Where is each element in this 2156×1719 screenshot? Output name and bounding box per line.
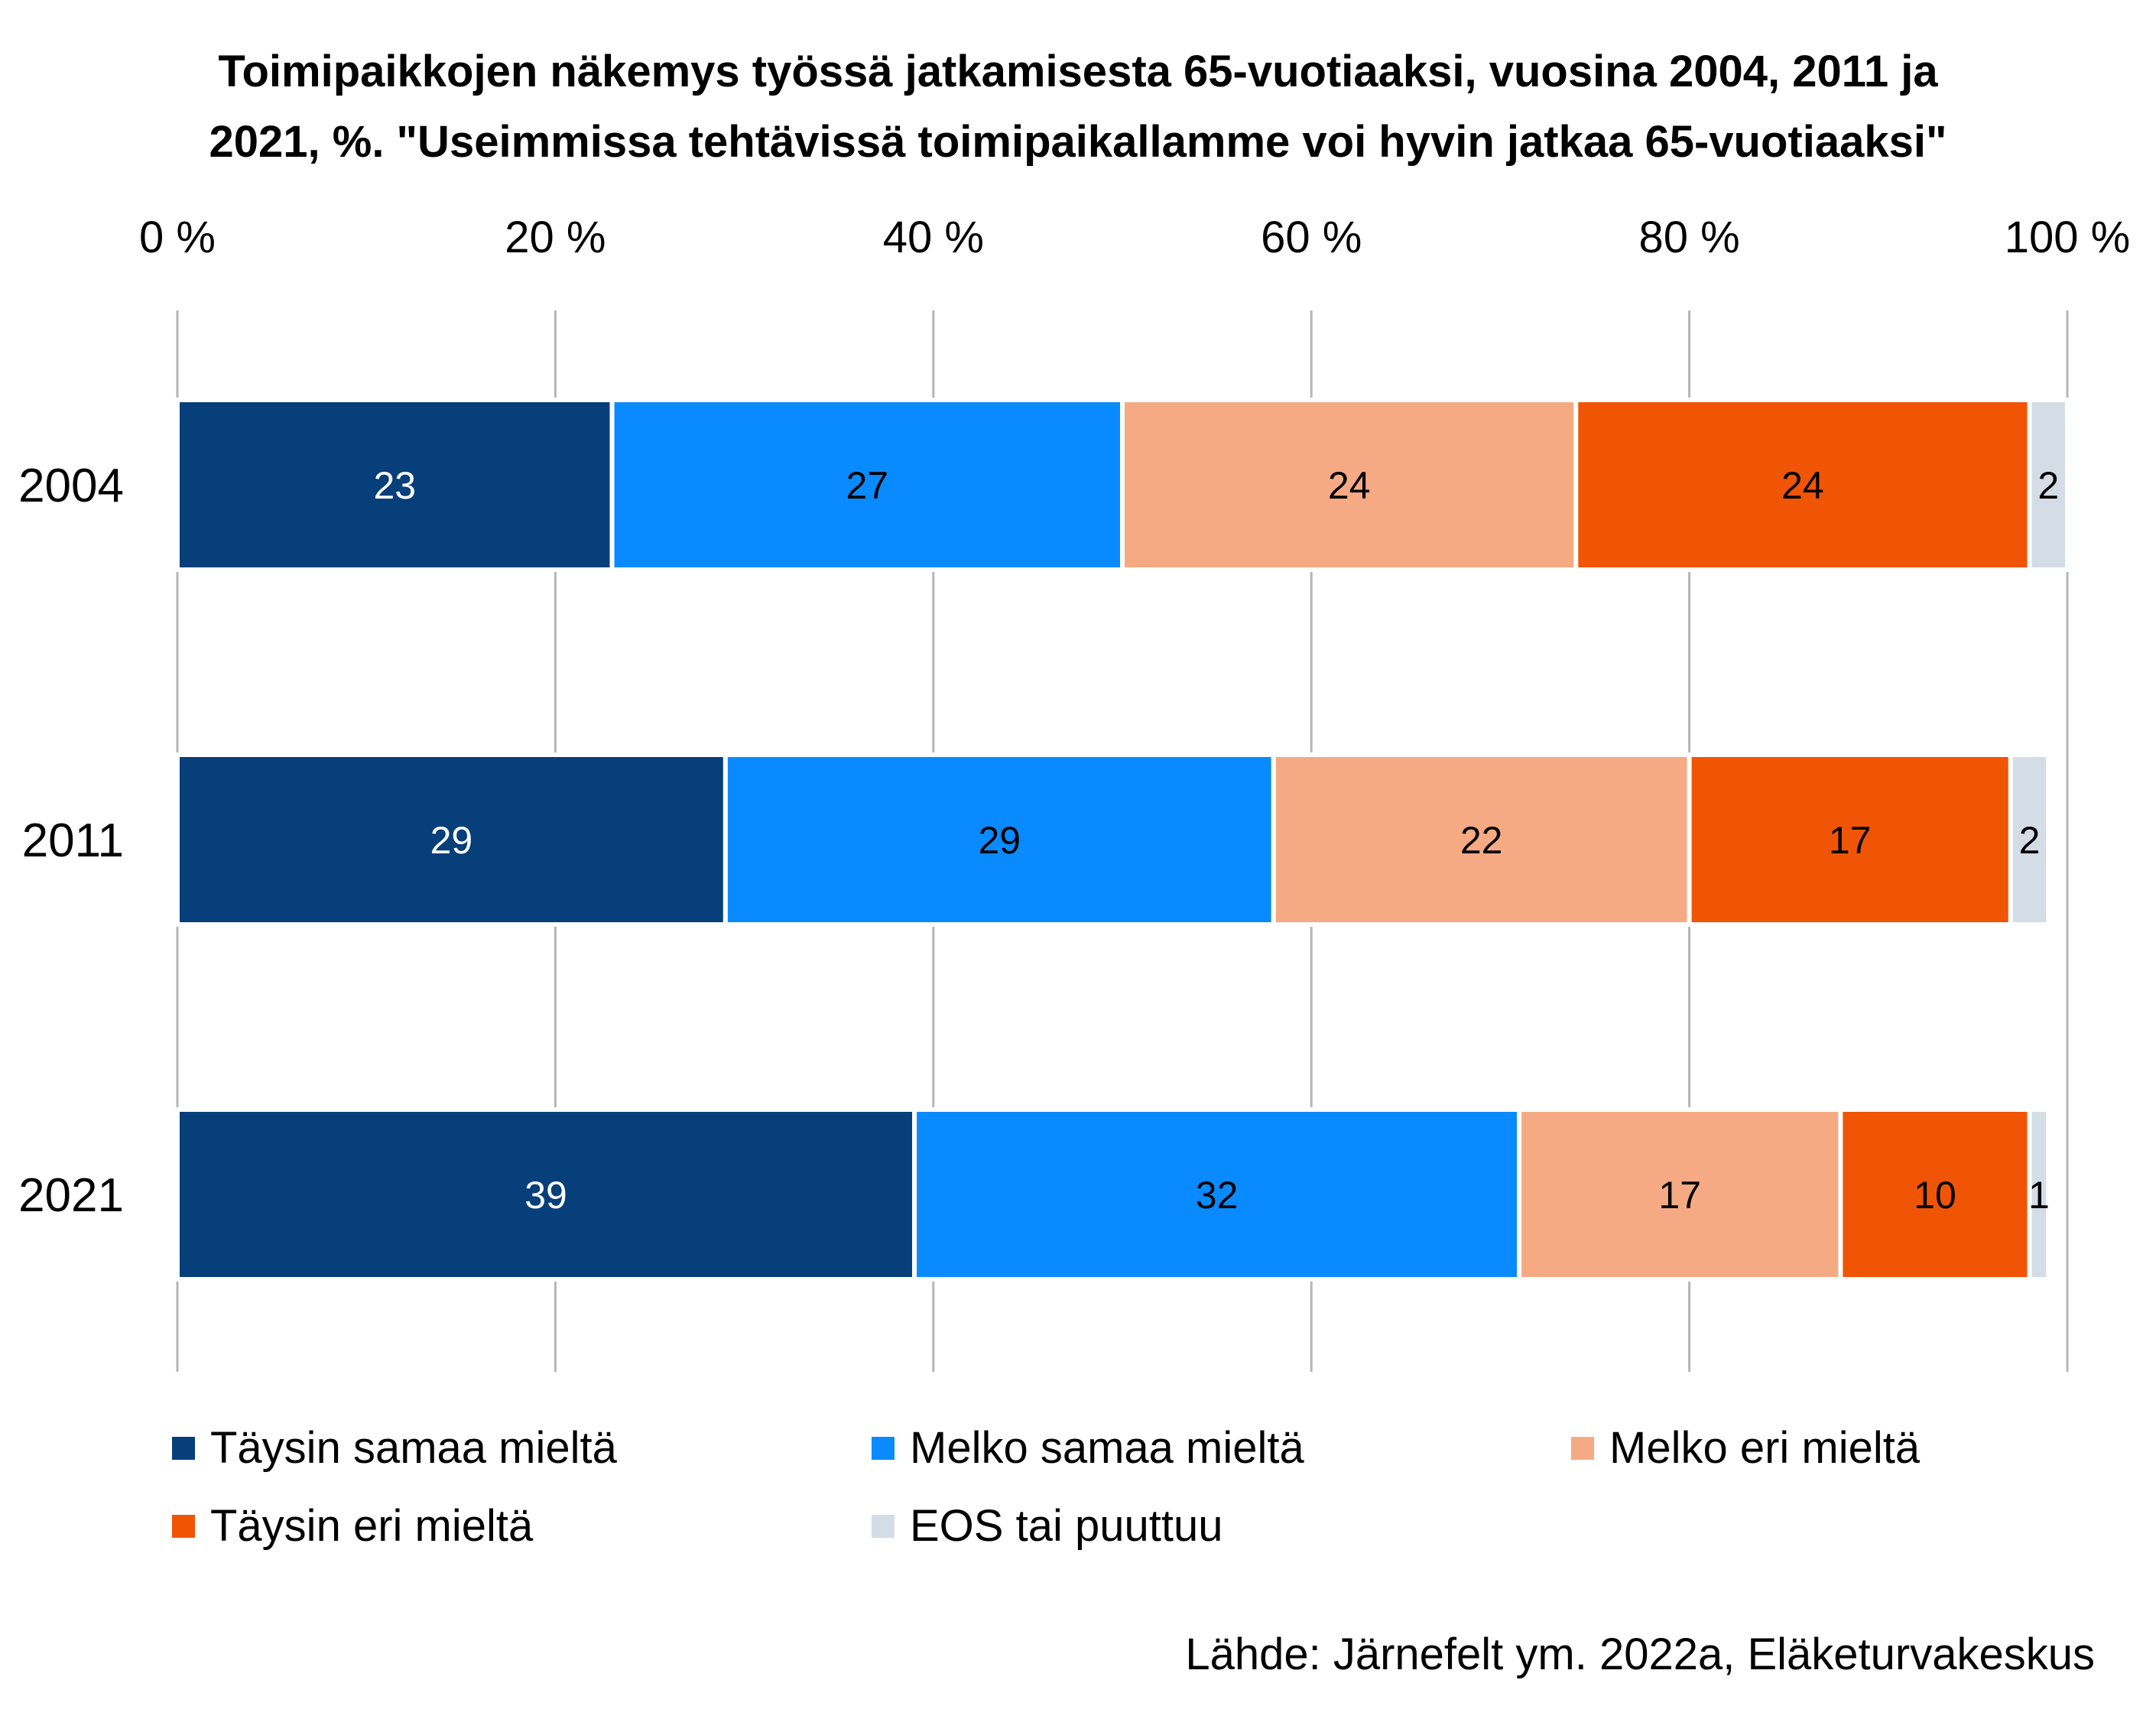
data-label: 17 xyxy=(1658,1174,1701,1217)
bar-segment xyxy=(1120,398,1579,572)
x-tick-label: 80 % xyxy=(1638,213,1739,262)
legend-swatch xyxy=(172,1436,195,1460)
data-label: 24 xyxy=(1328,464,1371,507)
bar-segment xyxy=(2027,398,2070,572)
chart-title-line-1: Toimipaikkojen näkemys työssä jatkamises… xyxy=(218,47,1938,96)
bar-segment xyxy=(2008,752,2051,927)
legend-label: Täysin eri mieltä xyxy=(210,1501,534,1551)
bar-segment xyxy=(175,1107,917,1282)
data-label: 22 xyxy=(1460,819,1503,862)
chart-title-line-2: 2021, %. "Useimmissa tehtävissä toimipai… xyxy=(209,117,1947,167)
data-label: 2 xyxy=(2019,819,2041,862)
x-tick-label: 60 % xyxy=(1261,213,1362,262)
legend-item: Melko samaa mieltä xyxy=(872,1422,1304,1474)
legend-item: Melko eri mieltä xyxy=(1571,1422,1920,1474)
data-label: 32 xyxy=(1196,1174,1239,1217)
data-label: 24 xyxy=(1781,464,1824,507)
data-label: 27 xyxy=(846,464,888,507)
legend-swatch xyxy=(1571,1436,1594,1460)
data-label: 29 xyxy=(979,819,1021,862)
legend-swatch xyxy=(872,1436,895,1460)
data-label: 10 xyxy=(1914,1174,1956,1217)
bar-segment xyxy=(1271,752,1692,927)
legend-label: Melko eri mieltä xyxy=(1609,1423,1921,1473)
x-tick-label: 0 % xyxy=(139,213,216,262)
bar-segment xyxy=(1517,1107,1843,1282)
legend-item: Täysin samaa mieltä xyxy=(172,1422,617,1474)
legend-label: Melko samaa mieltä xyxy=(910,1423,1304,1473)
data-label: 39 xyxy=(524,1174,567,1217)
legend-swatch xyxy=(172,1514,195,1538)
x-tick-label: 40 % xyxy=(883,213,984,262)
bar-segment xyxy=(1573,398,2032,572)
bar-segment xyxy=(2027,1107,2051,1282)
data-label: 17 xyxy=(1829,819,1872,862)
legend-swatch xyxy=(872,1514,895,1538)
legend-label: EOS tai puuttuu xyxy=(910,1501,1223,1551)
category-label: 2011 xyxy=(22,814,124,867)
bar-segment xyxy=(175,752,728,927)
source-note: Lähde: Järnefelt ym. 2022a, Eläketurvake… xyxy=(1185,1630,2095,1679)
x-tick-label: 100 % xyxy=(2005,213,2130,262)
x-tick-label: 20 % xyxy=(505,213,606,262)
data-label: 23 xyxy=(373,464,416,507)
category-label: 2004 xyxy=(18,460,124,512)
legend-item: Täysin eri mieltä xyxy=(172,1500,533,1552)
data-label: 29 xyxy=(430,819,473,862)
legend-label: Täysin samaa mieltä xyxy=(210,1423,617,1473)
data-label: 1 xyxy=(2028,1174,2050,1217)
data-label: 2 xyxy=(2037,464,2059,507)
chart-title: Toimipaikkojen näkemys työssä jatkamises… xyxy=(0,37,2156,177)
bar-segment xyxy=(609,398,1125,572)
legend-item: EOS tai puuttuu xyxy=(872,1500,1222,1552)
category-label: 2021 xyxy=(18,1169,124,1222)
